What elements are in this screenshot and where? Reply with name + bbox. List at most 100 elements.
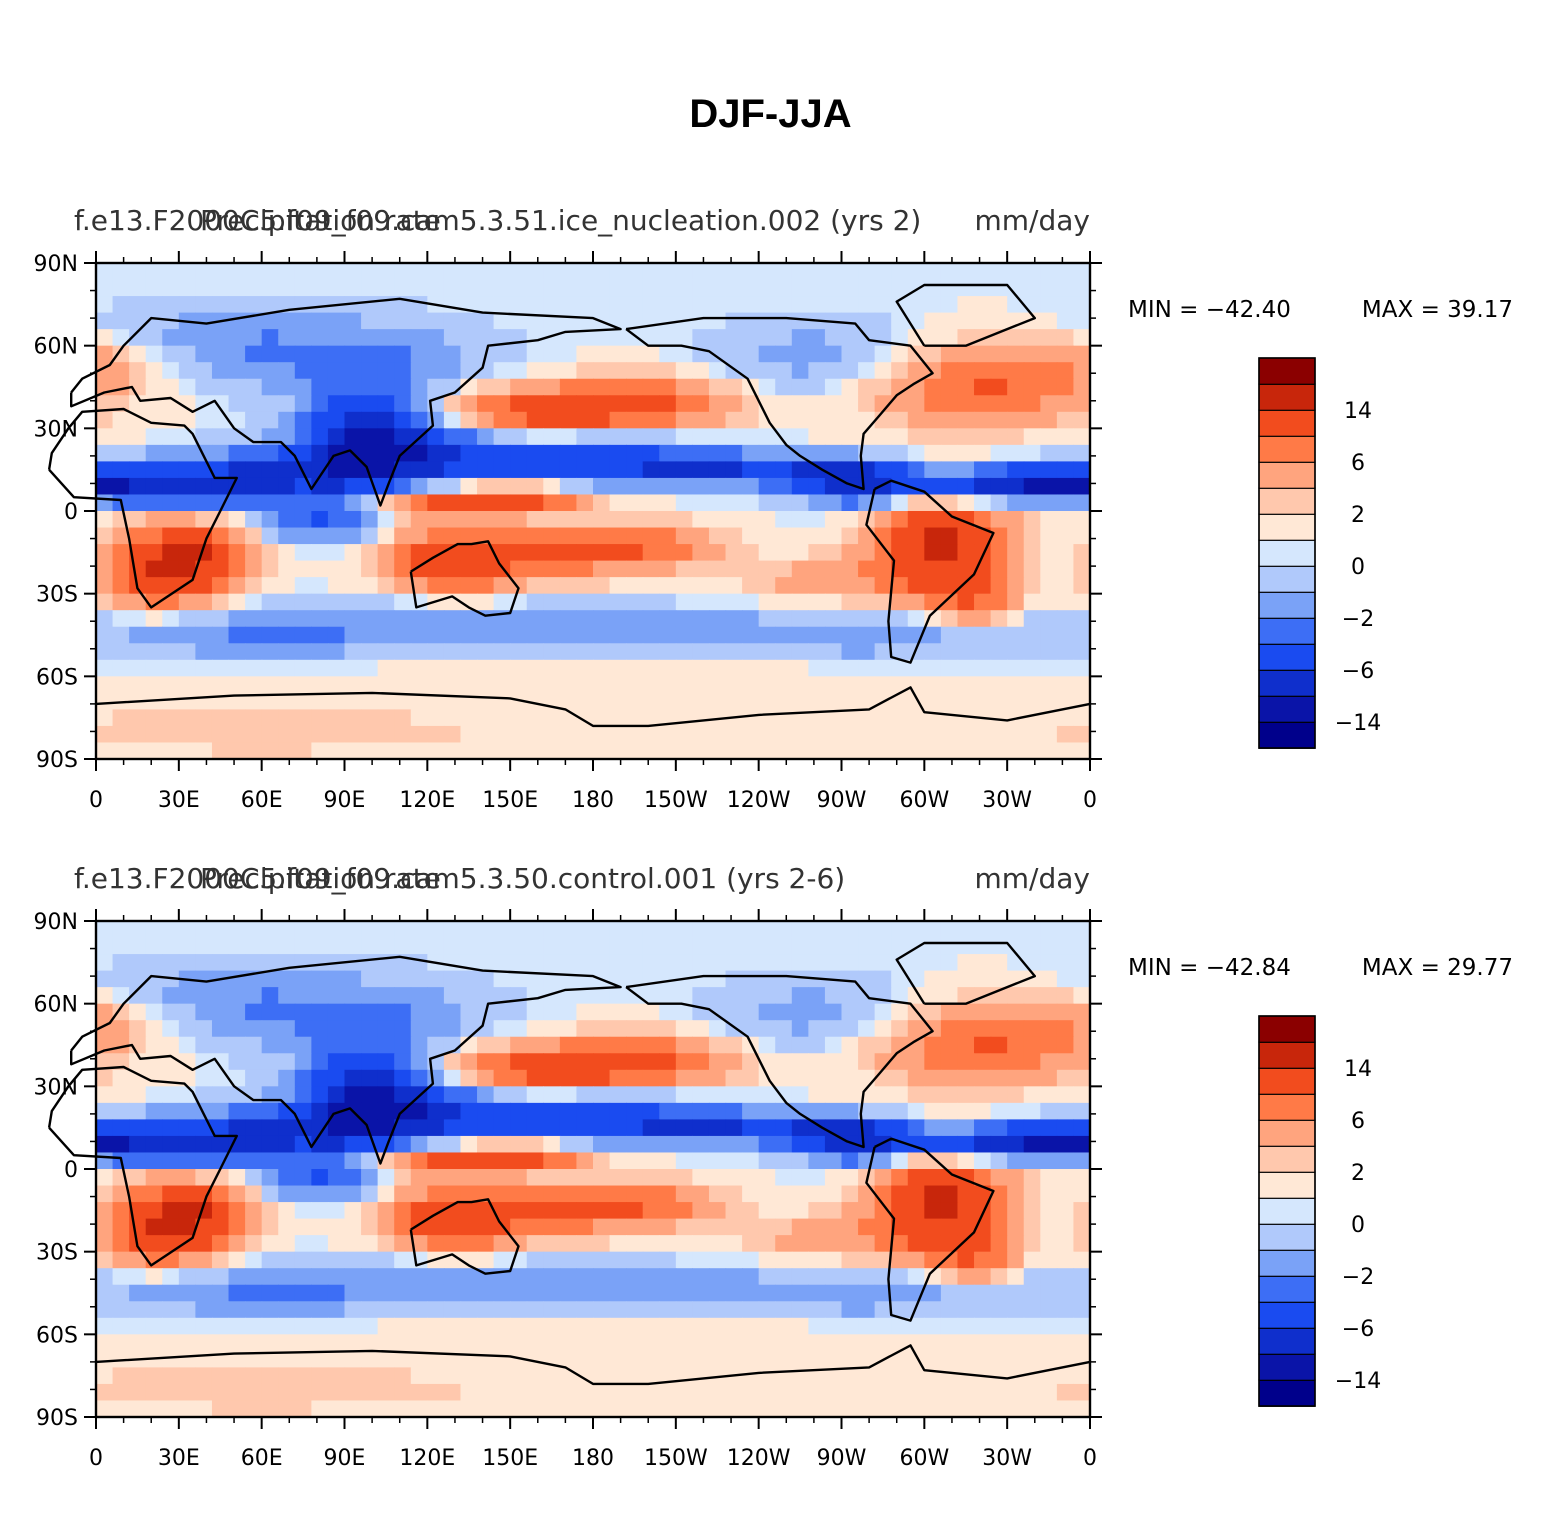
field-cell [261, 1119, 279, 1137]
field-cell [294, 1185, 312, 1203]
field-cell [708, 1020, 727, 1038]
field-cell [493, 494, 511, 512]
field-cell [493, 970, 511, 988]
field-cell [294, 937, 312, 955]
field-cell [609, 1185, 627, 1203]
field-cell [427, 742, 445, 760]
field-cell [145, 560, 163, 578]
field-cell [559, 1102, 578, 1120]
field-cell [112, 1135, 130, 1154]
field-cell [758, 444, 776, 462]
field-cell [841, 378, 859, 396]
field-cell [526, 1400, 544, 1418]
field-cell [559, 511, 578, 529]
field-cell [361, 1169, 379, 1187]
field-cell [228, 593, 246, 611]
field-cell [824, 444, 843, 462]
field-cell [493, 329, 511, 347]
field-cell [178, 610, 196, 628]
field-cell [311, 954, 329, 972]
field-cell [460, 461, 478, 479]
field-cell [245, 1169, 263, 1187]
field-cell [526, 1235, 544, 1253]
field-cell [609, 1268, 627, 1286]
field-cell [460, 544, 478, 562]
field-cell [609, 395, 627, 413]
field-cell [758, 1135, 776, 1154]
field-cell [791, 1235, 809, 1253]
field-cell [178, 593, 196, 611]
field-cell [1056, 378, 1075, 396]
field-cell [1007, 362, 1025, 380]
field-cell [477, 1185, 495, 1203]
field-cell [1007, 296, 1025, 314]
field-cell [758, 709, 776, 727]
field-cell [427, 725, 445, 744]
field-cell [858, 1053, 876, 1071]
field-cell [195, 411, 213, 429]
field-cell [808, 1152, 826, 1170]
field-cell [261, 1053, 279, 1071]
field-cell [361, 329, 379, 347]
field-cell [327, 279, 346, 297]
field-cell [659, 626, 677, 644]
field-cell [609, 527, 627, 545]
field-cell [510, 1350, 528, 1368]
field-cell [162, 494, 180, 512]
field-cell [659, 610, 677, 628]
field-cell [708, 444, 727, 462]
field-cell [742, 1284, 760, 1302]
field-cell [576, 1036, 594, 1054]
field-cell [775, 1284, 793, 1302]
field-cell [642, 527, 660, 545]
field-cell [957, 1102, 975, 1120]
field-cell [725, 1086, 743, 1104]
field-cell [477, 444, 495, 462]
field-cell [129, 1185, 147, 1203]
field-cell [510, 461, 528, 479]
field-cell [493, 1053, 511, 1071]
field-cell [96, 329, 114, 347]
field-cell [377, 1119, 395, 1137]
field-cell [659, 477, 677, 496]
field-cell [675, 1301, 693, 1319]
field-cell [874, 1301, 892, 1319]
field-cell [1023, 444, 1041, 462]
field-cell [195, 692, 213, 710]
field-cell [294, 411, 312, 429]
field-cell [609, 511, 627, 529]
field-cell [775, 1102, 793, 1120]
field-cell [460, 411, 478, 429]
field-cell [1056, 1053, 1075, 1071]
field-cell [460, 676, 478, 694]
field-cell [1073, 1317, 1091, 1335]
field-cell [129, 1367, 147, 1385]
field-cell [96, 987, 114, 1005]
field-cell [1056, 725, 1075, 744]
field-cell [311, 987, 329, 1005]
field-cell [990, 444, 1008, 462]
field-cell [410, 461, 428, 479]
field-cell [327, 1185, 346, 1203]
field-cell [775, 312, 793, 330]
field-cell [891, 1334, 909, 1352]
field-cell [261, 1284, 279, 1302]
field-cell [808, 411, 826, 429]
field-cell [907, 593, 925, 611]
min-label: MIN = −42.40 [1128, 297, 1291, 323]
field-cell [311, 1102, 329, 1120]
field-cell [294, 428, 312, 446]
field-cell [460, 593, 478, 611]
field-cell [791, 643, 809, 661]
field-cell [907, 954, 925, 972]
field-cell [974, 1152, 992, 1170]
colorbar-box [1258, 435, 1316, 463]
field-cell [675, 329, 693, 347]
field-cell [841, 1202, 859, 1220]
field-cell [543, 1053, 561, 1071]
field-cell [443, 1284, 462, 1302]
field-cell [758, 1400, 776, 1418]
field-cell [1073, 1284, 1091, 1302]
field-cell [96, 676, 114, 694]
field-cell [327, 577, 346, 595]
